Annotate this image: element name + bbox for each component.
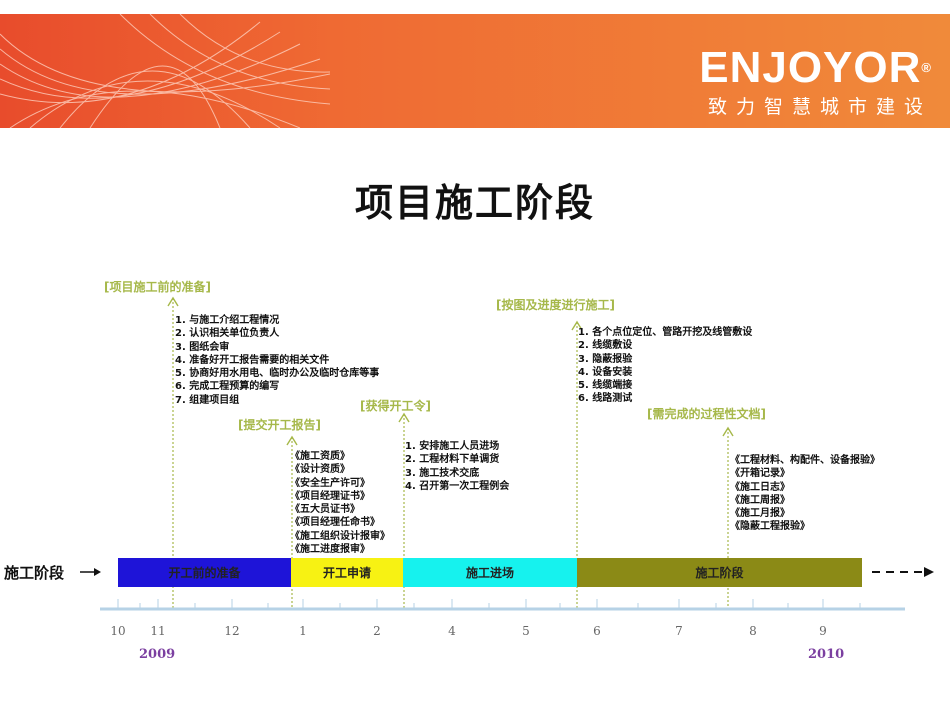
milestone-items-report: 《施工资质》 《设计资质》 《安全生产许可》 《项目经理证书》 《五大员证书》 … bbox=[290, 450, 390, 556]
milestone-label-preparation: [项目施工前的准备] bbox=[104, 280, 211, 294]
list-item: 《施工资质》 bbox=[290, 451, 350, 462]
year-label-end: 2010 bbox=[808, 647, 845, 662]
list-item: 4. 召开第一次工程例会 bbox=[405, 480, 510, 492]
list-item: 4. 设备安装 bbox=[578, 366, 633, 378]
list-item: 6. 完成工程预算的编写 bbox=[175, 381, 280, 393]
continuation-arrow-head bbox=[924, 567, 934, 577]
arrow-head-preparation bbox=[167, 296, 179, 307]
month-label: 7 bbox=[675, 624, 683, 638]
phase-segment-construction: 施工阶段 bbox=[577, 558, 862, 587]
year-label-start: 2009 bbox=[139, 647, 176, 662]
list-item: 《开箱记录》 bbox=[730, 468, 790, 480]
wave-lines-decoration bbox=[0, 14, 330, 128]
milestone-label-construction: [按图及进度进行施工] bbox=[496, 298, 615, 312]
list-item: 《施工组织设计报审》 bbox=[290, 530, 390, 542]
list-item: 7. 组建项目组 bbox=[175, 394, 240, 406]
phase-segment-application: 开工申请 bbox=[291, 558, 403, 587]
arrow-head-documents bbox=[722, 426, 734, 437]
list-item: 3. 施工技术交底 bbox=[405, 467, 480, 479]
milestone-label-report: [提交开工报告] bbox=[238, 418, 321, 432]
milestone-label-order: [获得开工令] bbox=[360, 399, 431, 413]
month-label: 4 bbox=[448, 624, 456, 638]
list-item: 5. 线缆端接 bbox=[578, 380, 633, 392]
month-label: 11 bbox=[150, 624, 166, 638]
page-title: 项目施工阶段 bbox=[354, 180, 595, 225]
list-item: 《五大员证书》 bbox=[290, 504, 360, 516]
list-item: 《施工日志》 bbox=[730, 481, 790, 493]
list-item: 4. 准备好开工报告需要的相关文件 bbox=[175, 354, 330, 366]
arrow-head-construction bbox=[571, 320, 583, 331]
list-item: 《项目经理证书》 bbox=[290, 490, 370, 502]
month-label: 12 bbox=[224, 624, 240, 638]
month-label: 6 bbox=[593, 624, 601, 638]
arrow-head-report bbox=[286, 435, 298, 446]
month-label: 1 bbox=[299, 624, 307, 638]
milestone-items-documents: 《工程材料、构配件、设备报验》 《开箱记录》 《施工日志》 《施工周报》 《施工… bbox=[730, 454, 880, 534]
month-label: 9 bbox=[819, 624, 827, 638]
month-label: 8 bbox=[749, 624, 757, 638]
month-label: 5 bbox=[522, 624, 530, 638]
list-item: 《隐蔽工程报验》 bbox=[730, 521, 810, 533]
list-item: 5. 协商好用水用电、临时办公及临时仓库等事 bbox=[175, 368, 380, 380]
company-logo: ENJOYOR® 致力智慧城市建设 bbox=[672, 44, 932, 120]
list-item: 《设计资质》 bbox=[290, 464, 350, 476]
row-label: 施工阶段 bbox=[4, 564, 65, 582]
list-item: 2. 认识相关单位负责人 bbox=[175, 328, 280, 340]
milestone-items-order: 1. 安排施工人员进场 2. 工程材料下单调货 3. 施工技术交底 4. 召开第… bbox=[405, 440, 509, 493]
milestone-items-construction: 1. 各个点位定位、管路开挖及线管敷设 2. 线缆敷设 3. 隐蔽报验 4. 设… bbox=[578, 326, 752, 406]
row-arrow-head bbox=[94, 568, 101, 576]
list-item: 1. 安排施工人员进场 bbox=[405, 441, 500, 452]
registered-mark: ® bbox=[921, 60, 932, 75]
list-item: 《安全生产许可》 bbox=[290, 477, 370, 489]
phase-segment-preparation: 开工前的准备 bbox=[118, 558, 291, 587]
list-item: 1. 与施工介绍工程情况 bbox=[175, 315, 280, 326]
logo-text: ENJOYOR bbox=[699, 43, 922, 92]
list-item: 《施工进度报审》 bbox=[290, 544, 370, 556]
month-label: 10 bbox=[110, 624, 126, 638]
month-label: 2 bbox=[373, 624, 381, 638]
list-item: 3. 图纸会审 bbox=[175, 341, 230, 353]
list-item: 《施工月报》 bbox=[730, 508, 790, 520]
milestone-label-documents: [需完成的过程性文档] bbox=[647, 407, 766, 421]
list-item: 2. 线缆敷设 bbox=[578, 340, 633, 352]
list-item: 1. 各个点位定位、管路开挖及线管敷设 bbox=[578, 327, 753, 338]
logo-slogan: 致力智慧城市建设 bbox=[707, 96, 932, 118]
list-item: 《项目经理任命书》 bbox=[290, 517, 380, 529]
list-item: 《工程材料、构配件、设备报验》 bbox=[730, 455, 880, 466]
list-item: 3. 隐蔽报验 bbox=[578, 353, 633, 365]
list-item: 《施工周报》 bbox=[730, 494, 790, 506]
list-item: 6. 线路测试 bbox=[578, 393, 633, 405]
header-banner: ENJOYOR® 致力智慧城市建设 bbox=[0, 14, 950, 128]
list-item: 2. 工程材料下单调货 bbox=[405, 454, 500, 466]
arrow-head-order bbox=[398, 412, 410, 423]
milestone-items-preparation: 1. 与施工介绍工程情况 2. 认识相关单位负责人 3. 图纸会审 4. 准备好… bbox=[175, 314, 379, 407]
phase-segment-site-entry: 施工进场 bbox=[403, 558, 577, 587]
